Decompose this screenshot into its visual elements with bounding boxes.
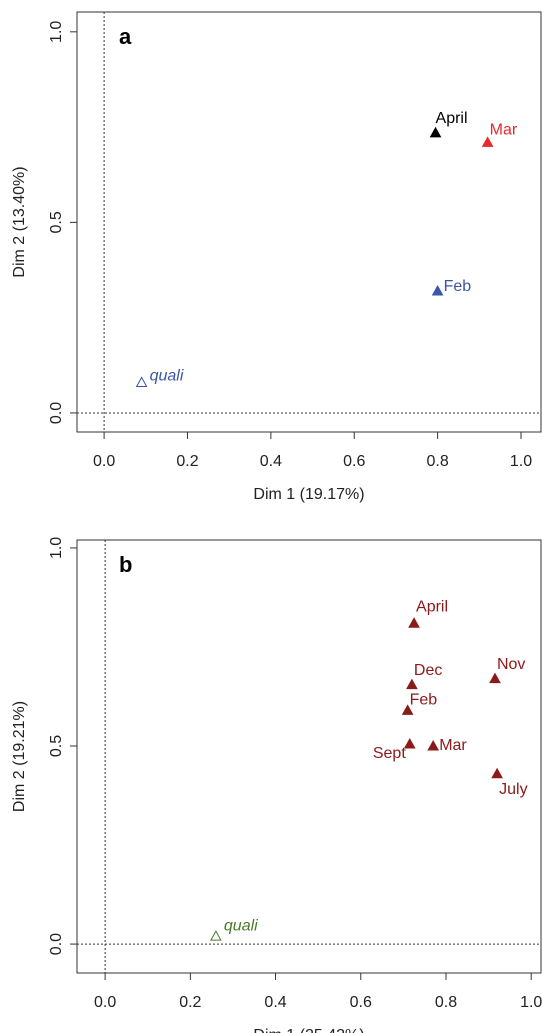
x-axis-label: Dim 1 (19.17%) (253, 486, 364, 503)
y-axis-label: Dim 2 (13.40%) (11, 166, 28, 277)
point (406, 678, 418, 690)
point (481, 136, 494, 147)
x-tick-label: 0.2 (176, 453, 198, 470)
x-tick-label: 1.0 (510, 453, 532, 470)
plot-frame (76, 11, 542, 433)
point (429, 126, 442, 138)
point (489, 672, 501, 684)
y-tick-label: 0.0 (48, 933, 65, 955)
point-label: Feb (444, 278, 472, 295)
point (431, 284, 444, 296)
point (210, 930, 222, 941)
x-tick-label: 0.8 (426, 453, 448, 470)
y-tick-label: 1.0 (48, 21, 65, 43)
point-label: April (436, 110, 468, 127)
x-axis-label: Dim 1 (25.42%) (253, 1027, 364, 1033)
panel-label: b (119, 552, 132, 577)
point-label: Mar (439, 737, 467, 754)
x-tick-label: 0.4 (264, 994, 286, 1011)
x-tick-label: 0.0 (93, 453, 115, 470)
y-tick-label: 0.0 (48, 402, 65, 424)
point-label: Nov (497, 656, 525, 673)
point-label: Dec (414, 662, 442, 679)
panel-label: a (119, 24, 132, 49)
plot-frame (76, 539, 542, 974)
y-tick-label: 0.5 (48, 211, 65, 233)
point-label: quali (224, 917, 258, 934)
point-label: Sept (373, 745, 406, 762)
point (135, 376, 148, 387)
x-tick-label: 0.6 (343, 453, 365, 470)
y-tick-label: 0.5 (48, 735, 65, 757)
point (408, 617, 420, 628)
point-label: July (499, 781, 527, 798)
point-label: Feb (410, 692, 438, 709)
point (401, 704, 414, 715)
x-tick-label: 0.6 (350, 994, 372, 1011)
point (427, 739, 440, 751)
point (403, 737, 416, 749)
y-tick-label: 1.0 (48, 537, 65, 559)
x-tick-label: 0.4 (260, 453, 282, 470)
point-label: April (416, 598, 448, 615)
point-label: quali (150, 368, 184, 385)
x-tick-label: 1.0 (520, 994, 542, 1011)
x-tick-label: 0.0 (94, 994, 116, 1011)
point (491, 767, 503, 779)
x-tick-label: 0.2 (179, 994, 201, 1011)
x-tick-label: 0.8 (435, 994, 457, 1011)
point-label: Mar (490, 122, 518, 139)
y-axis-label: Dim 2 (19.21%) (11, 701, 28, 812)
